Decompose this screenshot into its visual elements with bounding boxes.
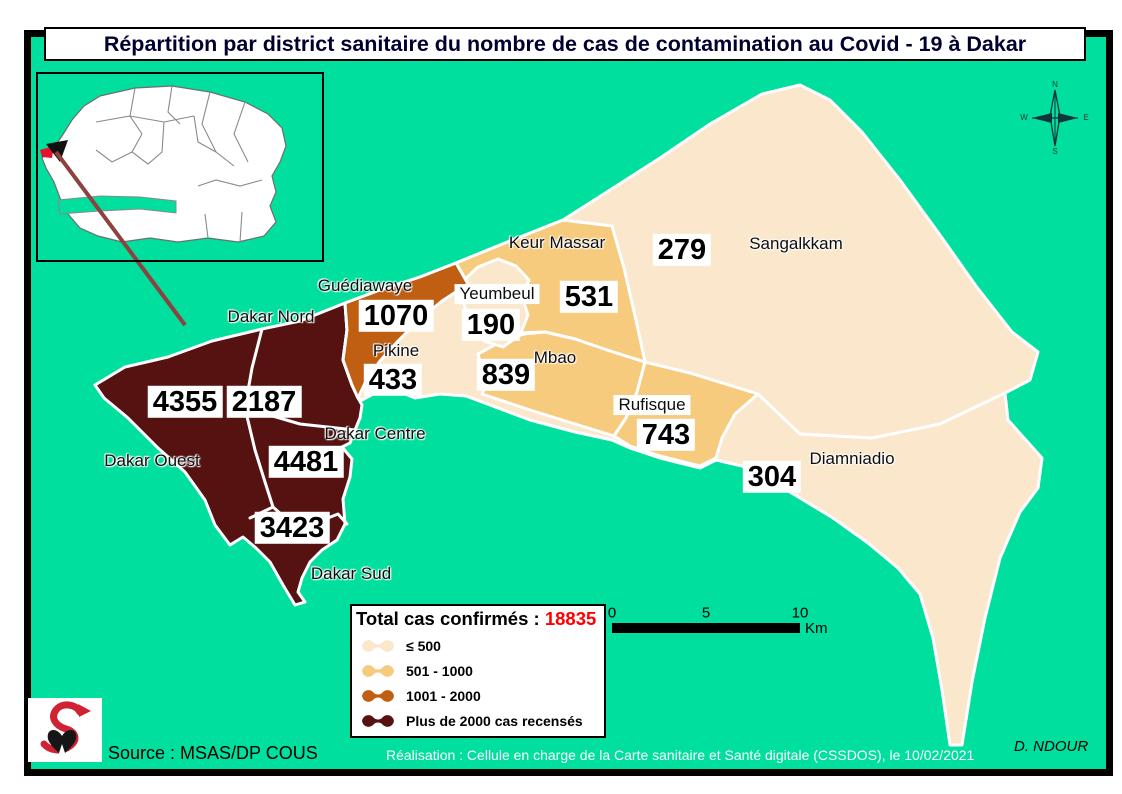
district-cases-mbao: 839 bbox=[476, 358, 536, 392]
district-cases-guediawaye: 1070 bbox=[358, 299, 434, 333]
page-title: Répartition par district sanitaire du no… bbox=[44, 27, 1086, 61]
dakar-marker-arrow bbox=[46, 140, 68, 162]
scale-tick-5: 5 bbox=[701, 604, 711, 622]
compass-east-label: E bbox=[1083, 113, 1089, 122]
legend-title-text: Total cas confirmés : bbox=[356, 608, 540, 629]
senegal-region-borders bbox=[95, 85, 263, 243]
district-label-keur-massar: Keur Massar bbox=[508, 233, 606, 253]
scale-tick-10: 10 bbox=[791, 604, 809, 622]
legend-total-value: 18835 bbox=[544, 608, 597, 629]
district-cases-sangalkkam: 279 bbox=[652, 233, 712, 267]
district-cases-rufisque: 743 bbox=[636, 418, 696, 452]
legend-item-1001-2000: 1001 - 2000 bbox=[360, 687, 600, 705]
district-cases-diamniadio: 304 bbox=[742, 460, 802, 494]
compass-south-label: S bbox=[1052, 147, 1058, 156]
legend-swatch-plus2000 bbox=[362, 715, 394, 727]
logo-heart-notch bbox=[58, 744, 66, 756]
sangalkkam-diamniadio-border bbox=[756, 391, 1007, 440]
compass-north-label: N bbox=[1052, 80, 1058, 89]
scale-unit-label: Km bbox=[805, 620, 828, 637]
legend-title: Total cas confirmés : 18835 bbox=[356, 608, 600, 630]
logo-snake-head bbox=[78, 704, 91, 717]
district-label-dakar-nord: Dakar Nord bbox=[227, 307, 315, 327]
senegal-inset-map bbox=[40, 85, 287, 327]
legend-label-1001-2000: 1001 - 2000 bbox=[406, 688, 481, 704]
district-cases-pikine: 433 bbox=[363, 363, 423, 397]
district-label-rufisque: Rufisque bbox=[613, 395, 691, 415]
district-label-diamniadio: Diamniadio bbox=[809, 449, 895, 469]
district-label-guediawaye: Guédiawaye bbox=[317, 276, 413, 296]
district-label-sangalkkam: Sangalkkam bbox=[749, 234, 843, 254]
district-label-dakar-sud: Dakar Sud bbox=[310, 564, 392, 584]
legend-label-le500: ≤ 500 bbox=[406, 638, 441, 654]
legend-swatch-501-1000 bbox=[362, 665, 394, 677]
logo-heart-icon bbox=[47, 730, 77, 756]
senegal-inset-frame bbox=[36, 72, 324, 262]
legend-label-501-1000: 501 - 1000 bbox=[406, 663, 473, 679]
inset-pointer-line bbox=[54, 150, 187, 327]
legend-swatch-1001-2000 bbox=[362, 690, 394, 702]
legend-label-plus2000: Plus de 2000 cas recensés bbox=[406, 713, 583, 729]
district-label-dakar-ouest: Dakar Ouest bbox=[104, 451, 200, 471]
legend-swatch-le500 bbox=[362, 640, 394, 652]
district-cases-keur-massar: 531 bbox=[559, 280, 619, 314]
legend-item-le500: ≤ 500 bbox=[360, 637, 600, 655]
source-text: Source : MSAS/DP COUS bbox=[108, 743, 318, 763]
district-cases-dakar-centre: 4481 bbox=[268, 445, 344, 479]
author-signature: D. NDOUR bbox=[1014, 738, 1089, 755]
realisation-text: Réalisation : Cellule en charge de la Ca… bbox=[386, 747, 975, 763]
scale-tick-0: 0 bbox=[607, 604, 617, 622]
district-label-dakar-centre: Dakar Centre bbox=[324, 424, 426, 444]
district-cases-dakar-ouest: 4355 bbox=[147, 385, 223, 419]
district-cases-dakar-nord: 2187 bbox=[226, 385, 302, 419]
scale-bar bbox=[612, 623, 800, 633]
msas-logo bbox=[28, 698, 102, 762]
compass-rose-icon bbox=[1032, 89, 1078, 147]
district-cases-yeumbeul: 190 bbox=[461, 308, 521, 342]
district-cases-dakar-sud: 3423 bbox=[254, 511, 330, 545]
legend: Total cas confirmés : 18835 ≤ 500 501 - … bbox=[350, 604, 606, 738]
compass-west-label: W bbox=[1020, 113, 1028, 122]
district-label-mbao: Mbao bbox=[533, 348, 577, 368]
district-label-yeumbeul: Yeumbeul bbox=[454, 284, 540, 304]
gambia-gap bbox=[57, 195, 177, 215]
legend-item-plus2000: Plus de 2000 cas recensés bbox=[360, 712, 600, 730]
legend-item-501-1000: 501 - 1000 bbox=[360, 662, 600, 680]
page-title-text: Répartition par district sanitaire du no… bbox=[103, 31, 1027, 56]
district-label-pikine: Pikine bbox=[372, 341, 420, 361]
